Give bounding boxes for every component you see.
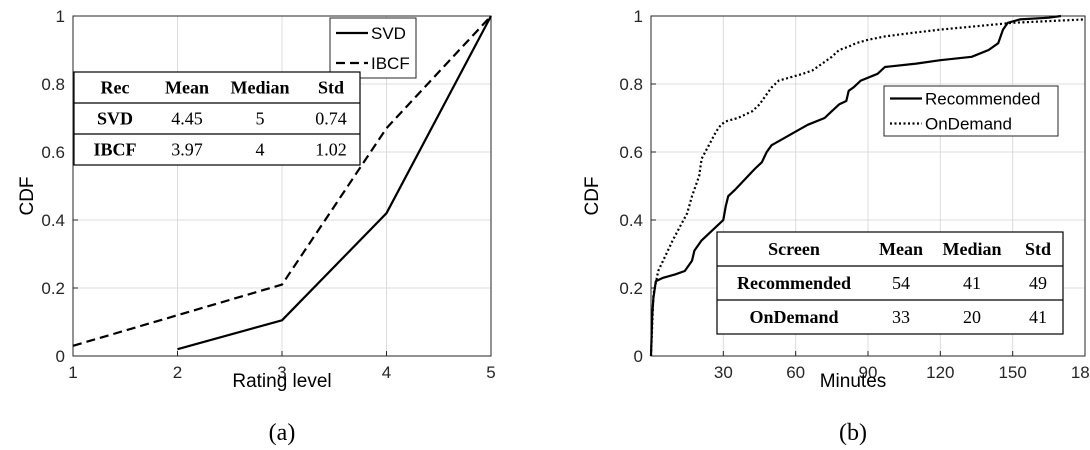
chart-panel-b: 30 60 90 120 150 180 0 0.2 0.4 0.6 0.8 1 Recommende… bbox=[582, 7, 1090, 446]
x-tick-label: 180 bbox=[1071, 363, 1090, 382]
table-background bbox=[717, 232, 1063, 334]
axes-a: 1 2 3 4 5 0 0.2 0.4 0.6 0.8 1 bbox=[41, 7, 495, 382]
y-tick-label: 0.4 bbox=[41, 211, 65, 230]
table-header-cell: Mean bbox=[165, 78, 209, 98]
stats-table-a: Rec Mean Median Std SVD 4.45 5 0.74 IBCF 3.97 4 1.0… bbox=[73, 71, 361, 166]
x-axis-label-b: Minutes bbox=[820, 371, 887, 392]
series-line-ondemand bbox=[649, 18, 1086, 357]
legend-box bbox=[329, 17, 417, 79]
y-tick-label: 0.2 bbox=[41, 279, 65, 298]
x-axis-label-a: Rating level bbox=[232, 371, 331, 392]
table-cell: 41 bbox=[1029, 307, 1047, 327]
series-line-ibcf bbox=[72, 15, 492, 347]
table-cell: 5 bbox=[256, 109, 265, 129]
table-header-cell: Mean bbox=[879, 239, 923, 259]
y-tick-label: 1 bbox=[56, 7, 65, 26]
table-header-cell: Std bbox=[1025, 239, 1051, 259]
y-axis-label-a: CDF bbox=[17, 176, 38, 215]
y-tick-label: 0.8 bbox=[41, 75, 65, 94]
legend-a: SVD IBCF bbox=[329, 17, 417, 79]
x-tick-label: 2 bbox=[173, 363, 182, 382]
x-tick-label: 30 bbox=[714, 363, 733, 382]
table-cell: 41 bbox=[963, 273, 981, 293]
table-background bbox=[74, 72, 360, 165]
y-tick-label: 0.6 bbox=[41, 143, 65, 162]
table-header-cell: Std bbox=[318, 78, 344, 98]
table-cell: 4.45 bbox=[171, 109, 203, 129]
table-border bbox=[716, 231, 1064, 335]
x-tick-label: 120 bbox=[926, 363, 954, 382]
x-tick-label: 90 bbox=[859, 363, 878, 382]
y-tick-label: 1 bbox=[634, 7, 643, 26]
x-tick-label: 60 bbox=[786, 363, 805, 382]
series-b bbox=[649, 14, 1086, 357]
series-a bbox=[72, 15, 492, 351]
legend-b: Recommended OnDemand bbox=[883, 85, 1059, 137]
legend-label-recommended: Recommended bbox=[925, 90, 1040, 109]
stats-table-b: Screen Mean Median Std Recommended 54 41 49 OnDe… bbox=[716, 231, 1064, 335]
y-tick-label: 0.8 bbox=[619, 75, 643, 94]
table-header-cell: Screen bbox=[768, 239, 820, 259]
series-line-recommended bbox=[649, 14, 1062, 357]
table-header-cell: Median bbox=[230, 78, 289, 98]
table-cell: 3.97 bbox=[171, 140, 203, 160]
table-cell: 0.74 bbox=[315, 109, 347, 129]
table-header-cell: Median bbox=[942, 239, 1001, 259]
table-cell: 49 bbox=[1029, 273, 1047, 293]
axes-b: 30 60 90 120 150 180 0 0.2 0.4 0.6 0.8 1 bbox=[619, 7, 1090, 382]
legend-label-ibcf: IBCF bbox=[371, 54, 410, 73]
legend-box bbox=[883, 85, 1059, 137]
series-line-svd bbox=[177, 15, 492, 351]
table-cell: OnDemand bbox=[749, 307, 838, 327]
table-cell: 1.02 bbox=[315, 140, 347, 160]
x-tick-label: 1 bbox=[68, 363, 77, 382]
legend-label-ondemand: OnDemand bbox=[925, 115, 1012, 134]
y-axis-label-b: CDF bbox=[582, 176, 603, 215]
panel-label-b: (b) bbox=[839, 420, 867, 446]
y-tick-label: 0.6 bbox=[619, 143, 643, 162]
x-tick-label: 3 bbox=[277, 363, 286, 382]
table-border bbox=[73, 71, 361, 166]
table-cell: 33 bbox=[892, 307, 910, 327]
table-cell: Recommended bbox=[737, 273, 851, 293]
y-tick-label: 0 bbox=[56, 347, 65, 366]
table-header-cell: Rec bbox=[101, 78, 130, 98]
legend-label-svd: SVD bbox=[371, 24, 406, 43]
x-tick-label: 4 bbox=[382, 363, 391, 382]
panel-label-a: (a) bbox=[269, 420, 296, 446]
table-cell: 4 bbox=[256, 140, 265, 160]
chart-panel-a: 1 2 3 4 5 0 0.2 0.4 0.6 0.8 1 SVD IBCF Rec Mean Media… bbox=[17, 7, 496, 446]
y-tick-label: 0 bbox=[634, 347, 643, 366]
table-cell: 54 bbox=[892, 273, 910, 293]
table-cell: SVD bbox=[97, 109, 133, 129]
x-tick-label: 150 bbox=[998, 363, 1026, 382]
table-cell: 20 bbox=[963, 307, 981, 327]
y-tick-label: 0.4 bbox=[619, 211, 643, 230]
x-tick-label: 5 bbox=[486, 363, 495, 382]
grid-a bbox=[72, 15, 492, 357]
table-cell: IBCF bbox=[93, 140, 136, 160]
y-tick-label: 0.2 bbox=[619, 279, 643, 298]
